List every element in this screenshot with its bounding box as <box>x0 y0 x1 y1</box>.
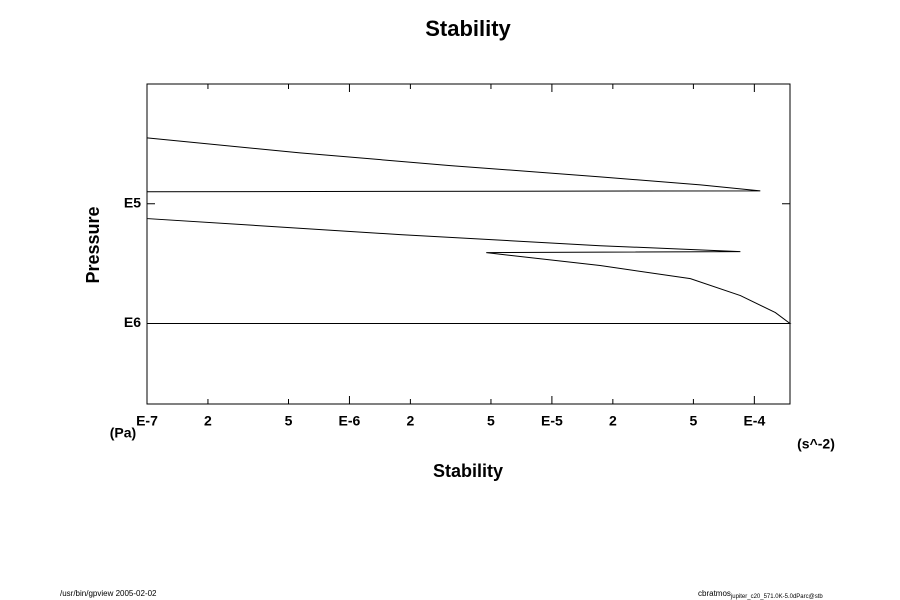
y-unit: (Pa) <box>110 425 136 441</box>
x-tick-label: E-6 <box>339 413 361 429</box>
x-tick-label: E-7 <box>136 413 158 429</box>
y-axis-label: Pressure <box>83 206 103 283</box>
footer-right: cbratmosjupiter_c20_571.0K-5.0dParc@stb <box>698 589 823 599</box>
x-axis-label: Stability <box>433 461 503 481</box>
x-tick-label: 2 <box>609 413 617 429</box>
y-tick-label: E5 <box>124 194 141 210</box>
x-tick-label: 5 <box>487 413 495 429</box>
footer-left: /usr/bin/gpview 2005-02-02 <box>60 589 157 598</box>
x-unit: (s^-2) <box>797 436 835 452</box>
plot-frame <box>146 83 791 405</box>
footer-right-sub: jupiter_c20_571.0K-5.0dParc@stb <box>730 594 823 600</box>
y-tick-label: E6 <box>124 314 141 330</box>
x-tick-label: E-4 <box>743 413 765 429</box>
chart-title: Stability <box>425 16 511 41</box>
x-tick-label: 2 <box>204 413 212 429</box>
x-tick-label: 5 <box>690 413 698 429</box>
line <box>146 137 792 325</box>
x-tick-label: 2 <box>406 413 414 429</box>
footer-right-main: cbratmos <box>698 589 731 598</box>
x-tick-label: E-5 <box>541 413 563 429</box>
x-tick-label: 5 <box>285 413 293 429</box>
